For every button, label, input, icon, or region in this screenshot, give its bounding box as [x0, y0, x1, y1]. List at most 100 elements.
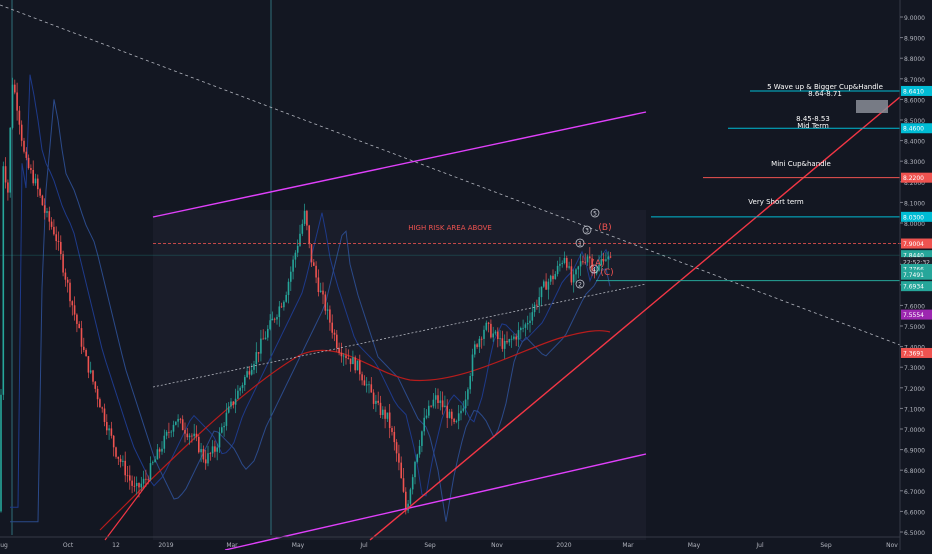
candle-body	[232, 401, 235, 405]
candle-body	[62, 254, 64, 273]
candle-body	[602, 259, 605, 261]
candle-body	[138, 482, 140, 488]
level-label: 5 Wave up & Bigger Cup&Handle	[767, 83, 883, 91]
candle-body	[7, 182, 9, 193]
candle-body	[545, 281, 547, 290]
wave-label-circle	[590, 208, 600, 218]
candle-body	[547, 281, 550, 290]
level-label: 8.45-8.53	[796, 115, 830, 123]
candle-body	[227, 406, 230, 413]
y-tick-label: 8.6000	[904, 97, 925, 104]
candle-body	[294, 252, 297, 260]
price-label: 7.9004	[903, 241, 924, 248]
candle-body	[345, 355, 347, 359]
price-label-box	[901, 347, 932, 358]
candle-body	[4, 166, 7, 183]
candle-body	[421, 431, 423, 446]
candle-body	[225, 412, 228, 426]
candle-body	[177, 418, 179, 422]
candle-body	[285, 294, 287, 302]
candle-body	[273, 318, 276, 320]
candle-body	[563, 257, 566, 263]
candle-body	[338, 347, 340, 353]
candle-body	[478, 338, 481, 347]
price-label: 8.6410	[903, 88, 924, 95]
candle-body	[200, 449, 202, 453]
wave-label: 5	[593, 211, 597, 218]
x-tick-label: Sep	[820, 542, 832, 549]
candle-body	[207, 453, 209, 464]
candle-body	[469, 376, 471, 390]
x-tick-label: Jul	[359, 542, 368, 549]
y-tick-label: 8.2000	[904, 180, 925, 187]
candle-body	[101, 407, 103, 409]
candle-body	[94, 381, 97, 389]
candle-body	[336, 334, 338, 348]
candle-body	[430, 405, 432, 407]
candle-body	[188, 435, 191, 438]
candle-body	[501, 338, 504, 349]
y-tick-label: 8.5000	[904, 118, 925, 125]
wave-label-circle	[589, 264, 599, 274]
candle-body	[264, 337, 267, 340]
y-tick-label: 7.5000	[904, 324, 925, 331]
candle-body	[296, 245, 299, 253]
candle-body	[103, 408, 106, 422]
candle-body	[306, 210, 308, 226]
candle-body	[319, 290, 322, 293]
candle-body	[214, 446, 216, 452]
candle-body	[260, 338, 262, 354]
candle-body	[170, 431, 172, 433]
candle-body	[342, 355, 345, 357]
price-label: 7.6934	[903, 284, 924, 291]
candle-body	[53, 226, 55, 235]
candle-body	[356, 360, 359, 371]
y-tick-label: 6.7000	[904, 489, 925, 496]
candle-body	[163, 435, 166, 449]
price-label-box	[901, 172, 932, 183]
candle-body	[497, 331, 499, 340]
candle-body	[460, 410, 462, 414]
price-label: 7.5554	[903, 312, 924, 319]
y-tick-label: 6.8000	[904, 468, 925, 475]
candle-body	[158, 449, 161, 452]
candle-body	[487, 322, 490, 324]
candle-body	[526, 323, 529, 325]
candle-body	[572, 274, 575, 283]
candle-body	[209, 453, 212, 455]
candle-body	[292, 259, 294, 272]
candle-body	[448, 411, 451, 418]
candle-body	[561, 262, 563, 264]
candle-body	[577, 266, 580, 270]
candle-body	[533, 304, 536, 313]
candle-body	[46, 211, 48, 213]
candle-body	[467, 389, 469, 400]
price-label: 7.7491	[903, 272, 924, 279]
candle-body	[262, 338, 264, 340]
candle-body	[582, 261, 584, 263]
candle-body	[402, 478, 405, 492]
candle-body	[267, 328, 269, 338]
price-label-box	[901, 250, 932, 261]
candle-body	[600, 259, 603, 266]
candle-body	[434, 395, 437, 400]
candle-body	[23, 140, 25, 152]
early-trendline	[104, 479, 151, 541]
price-label: 22:52:32	[903, 260, 930, 267]
candle-body	[510, 338, 513, 340]
ascending-trendline	[369, 96, 901, 541]
candle-body	[30, 168, 32, 170]
candle-body	[124, 460, 126, 476]
candle-body	[368, 384, 370, 386]
candle-body	[566, 257, 568, 268]
candle-body	[414, 461, 416, 478]
candle-body	[175, 421, 177, 425]
x-tick-label: Nov	[886, 542, 898, 549]
candle-body	[161, 448, 163, 452]
candle-body	[14, 84, 16, 93]
candle-body	[85, 349, 87, 357]
candle-body	[428, 405, 430, 416]
candle-body	[536, 304, 538, 306]
